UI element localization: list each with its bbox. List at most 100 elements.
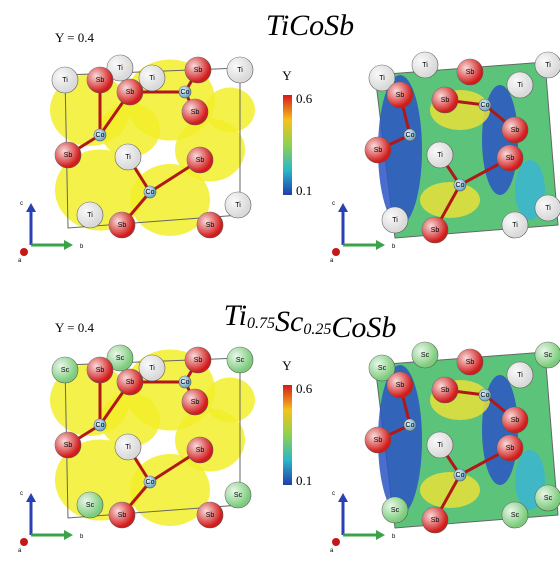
atom-label: Sc [116, 355, 125, 362]
isovalue-label: Υ = 0.4 [55, 30, 94, 45]
atom-label: Ti [62, 77, 68, 84]
colorbar-tick-label: 0.6 [296, 91, 313, 106]
atom-label: Sc [236, 357, 245, 364]
atom-label: Co [181, 89, 190, 96]
atom-label: Co [96, 132, 105, 139]
atom-label: Sc [391, 507, 400, 514]
atom-label: Co [481, 102, 490, 109]
atom-label: Co [96, 422, 105, 429]
atom-label: Ti [517, 82, 523, 89]
isosurface [205, 378, 255, 423]
row: Ti0.75Sc0.25CoSb Υ = 0.4 Sc Sc Ti Sc Sb Sb Sb Sb S… [18, 299, 560, 554]
atom-label: Sb [466, 69, 475, 76]
atom-label: Sc [234, 492, 243, 499]
atom-label: Co [481, 392, 490, 399]
colorbar [283, 95, 292, 195]
atom-label: Sb [431, 517, 440, 524]
atom-label: Sc [511, 512, 520, 519]
axis-label: a [330, 548, 334, 554]
atom-label: Ti [422, 62, 428, 69]
atom-label: Sb [118, 512, 127, 519]
atom-label: Sb [431, 227, 440, 234]
atom-label: Sc [61, 367, 70, 374]
axis-label: b [80, 244, 84, 250]
atom-label: Co [146, 479, 155, 486]
axis-label: b [392, 534, 396, 540]
colorbar [283, 385, 292, 485]
atom-label: Ti [87, 212, 93, 219]
atom-label: Sb [466, 359, 475, 366]
atom-label: Sb [126, 379, 135, 386]
axis-label: a [18, 548, 22, 554]
title-part: CoSb [331, 311, 396, 344]
atom-label: Sb [511, 417, 520, 424]
title-part: Ti [224, 299, 247, 332]
colorbar-tick-label: 0.1 [296, 183, 312, 198]
atom-label: Co [456, 182, 465, 189]
atom-label: Sb [191, 399, 200, 406]
atom-label: Sb [194, 357, 203, 364]
atom-label: Sc [378, 365, 387, 372]
atom-label: Sb [511, 127, 520, 134]
isovalue-label: Υ = 0.4 [55, 320, 94, 335]
atom-label: Sb [396, 92, 405, 99]
axis-origin [20, 538, 28, 546]
atom-label: Ti [235, 202, 241, 209]
arrow-head [64, 240, 73, 250]
axis-origin [20, 248, 28, 256]
arrow-head [376, 530, 385, 540]
colorbar-symbol: Υ [282, 358, 292, 373]
figure: TiCoSbΥ = 0.4TiTiTiTiSbSbSbSbSbTiSbTiSbS… [0, 0, 560, 568]
atom-label: Sc [86, 502, 95, 509]
atom-label: Sc [544, 495, 553, 502]
atom-label: Sb [96, 367, 105, 374]
arrow-head [338, 493, 348, 502]
axis-origin [332, 248, 340, 256]
arrow-head [26, 203, 36, 212]
isosurface [205, 88, 255, 133]
atom-label: Sb [374, 437, 383, 444]
atom-label: Co [146, 189, 155, 196]
atom-label: Sb [196, 447, 205, 454]
atom-label: Ti [237, 67, 243, 74]
atom-label: Ti [437, 152, 443, 159]
atom-label: Ti [379, 75, 385, 82]
atom-label: Sb [396, 382, 405, 389]
atom-label: Sb [206, 222, 215, 229]
axis-label: c [332, 201, 335, 207]
atom-label: Sb [118, 222, 127, 229]
colorbar-symbol: Υ [282, 68, 292, 83]
atom-label: Ti [437, 442, 443, 449]
axis-label: a [18, 258, 22, 264]
row: TiCoSbΥ = 0.4TiTiTiTiSbSbSbSbSbTiSbTiSbS… [18, 9, 560, 264]
colorbar-tick-label: 0.1 [296, 473, 312, 488]
atom-label: Sb [374, 147, 383, 154]
atom-label: Ti [149, 365, 155, 372]
axis-label: b [392, 244, 396, 250]
atom-label: Ti [392, 217, 398, 224]
atom-label: Ti [545, 205, 551, 212]
atom-label: Sb [441, 387, 450, 394]
atom-label: Ti [512, 222, 518, 229]
axis-label: c [332, 491, 335, 497]
arrow-head [376, 240, 385, 250]
atom-label: Co [406, 422, 415, 429]
atom-label: Ti [545, 62, 551, 69]
atom-label: Ti [125, 444, 131, 451]
title-part: TiCoSb [266, 9, 354, 42]
atom-label: Ti [149, 75, 155, 82]
atom-label: Sc [421, 352, 430, 359]
title: TiCoSb [266, 9, 354, 42]
axis-label: c [20, 201, 23, 207]
atom-label: Sc [544, 352, 553, 359]
title-subscript: 0.25 [303, 321, 331, 338]
atom-label: Ti [125, 154, 131, 161]
atom-label: Sb [64, 152, 73, 159]
title: Ti0.75Sc0.25CoSb [224, 299, 397, 344]
atom-label: Ti [517, 372, 523, 379]
atom-label: Co [406, 132, 415, 139]
atom-label: Sb [191, 109, 200, 116]
atom-label: Ti [117, 65, 123, 72]
axis-label: a [330, 258, 334, 264]
atom-label: Sb [506, 445, 515, 452]
